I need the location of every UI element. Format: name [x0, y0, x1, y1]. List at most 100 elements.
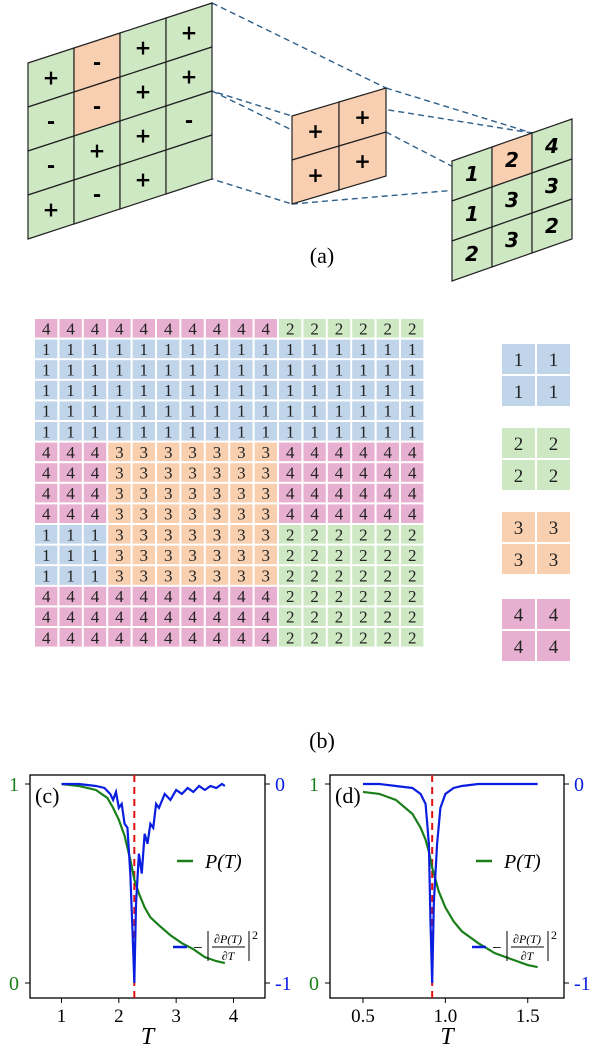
grid-cell-value: 2: [359, 608, 368, 627]
grid-cell-value: 3: [140, 443, 149, 462]
grid-cell: [254, 586, 277, 606]
grid-cell-value: 1: [213, 340, 222, 359]
grid-cell: [303, 422, 326, 441]
grid-cell: [303, 401, 326, 420]
grid-cell-value: 2: [384, 546, 393, 565]
grid-cell: [376, 319, 399, 338]
grid-cell: [401, 401, 424, 420]
output-value-value: 3: [545, 174, 559, 198]
grid-cell-value: 2: [384, 319, 393, 338]
grid-cell-value: 1: [335, 361, 344, 380]
grid-cell: [205, 319, 229, 338]
legend-block-value: 3: [514, 518, 524, 539]
grid-cell-value: 2: [359, 587, 368, 606]
grid-cell: [376, 545, 399, 565]
legend-block-value: 3: [514, 550, 524, 571]
grid-cell-value: 1: [66, 402, 75, 421]
grid-cell: [205, 401, 229, 420]
grid-cell-value: 1: [213, 381, 222, 400]
grid-cell: [327, 422, 351, 441]
grid-cell: [401, 607, 424, 626]
grid-cell: [401, 380, 424, 400]
formula-minus: −: [193, 938, 203, 957]
grid-cell-value: 4: [164, 319, 173, 338]
grid-cell: [108, 504, 131, 523]
grid-cell-value: 1: [213, 361, 222, 380]
grid-cell-value: 4: [42, 484, 51, 503]
grid-cell: [401, 525, 424, 544]
grid-cell: [59, 607, 82, 626]
grid-cell: [376, 422, 399, 441]
grid-cell: [35, 607, 58, 626]
grid-cell: [35, 422, 58, 441]
input-spin-value: +: [135, 124, 152, 148]
grid-cell: [254, 319, 277, 338]
grid-cell-value: 2: [310, 628, 319, 647]
legend-block-cell: [537, 599, 570, 629]
grid-cell: [352, 545, 375, 565]
grid-cell: [352, 525, 375, 544]
grid-cell: [83, 360, 107, 379]
grid-cell: [303, 566, 326, 585]
grid-cell: [181, 380, 204, 400]
panel-label: (d): [335, 783, 361, 808]
grid-cell: [230, 422, 253, 441]
x-tick-label: 0.5: [351, 1006, 375, 1027]
grid-cell-value: 1: [213, 422, 222, 441]
grid-cell-value: 3: [213, 525, 222, 544]
input-spin-value: +: [89, 139, 106, 163]
grid-cell: [205, 442, 229, 462]
grid-cell: [279, 463, 302, 482]
grid-cell: [132, 483, 155, 503]
grid-cell-value: 1: [384, 340, 393, 359]
grid-cell: [35, 319, 58, 338]
grid-cell-value: 4: [237, 319, 246, 338]
grid-cell-value: 4: [66, 464, 75, 483]
grid-cell: [279, 566, 302, 585]
grid-cell: [327, 504, 351, 523]
grid-cell-value: 4: [408, 464, 417, 483]
grid-cell-value: 2: [408, 546, 417, 565]
grid-cell-value: 3: [188, 464, 197, 483]
input-spin-cell: [165, 134, 213, 195]
grid-cell-value: 3: [115, 443, 124, 462]
grid-cell: [108, 483, 131, 503]
grid-cell: [83, 525, 107, 544]
legend-block-cell: [502, 428, 535, 458]
grid-cell-value: 4: [335, 464, 344, 483]
output-value-cell: [531, 198, 573, 254]
grid-cell: [59, 483, 82, 503]
grid-cell-value: 3: [237, 525, 246, 544]
x-tick-label: 1.5: [516, 1006, 540, 1027]
grid-cell: [108, 463, 131, 482]
legend-block-value: 1: [514, 350, 524, 371]
grid-cell-value: 4: [286, 443, 295, 462]
grid-cell: [401, 566, 424, 585]
grid-cell: [35, 545, 58, 565]
left-tick-label: 0: [9, 973, 19, 995]
grid-cell-value: 3: [213, 505, 222, 524]
grid-cell: [327, 545, 351, 565]
grid-cell-value: 3: [213, 546, 222, 565]
input-spin-value: +: [181, 65, 198, 89]
grid-cell-value: 4: [164, 608, 173, 627]
grid-cell: [205, 607, 229, 626]
grid-cell: [352, 504, 375, 523]
grid-cell-value: 1: [286, 381, 295, 400]
grid-cell-value: 1: [188, 422, 197, 441]
input-spin-value: -: [93, 51, 101, 75]
grid-cell-value: 4: [237, 587, 246, 606]
grid-cell: [83, 442, 107, 462]
grid-cell: [205, 525, 229, 544]
grid-cell: [35, 525, 58, 544]
grid-cell-value: 1: [335, 340, 344, 359]
grid-cell-value: 3: [188, 443, 197, 462]
grid-cell: [181, 545, 204, 565]
grid-cell-value: 1: [384, 422, 393, 441]
grid-cell: [157, 442, 180, 462]
grid-cell-value: 4: [140, 587, 149, 606]
legend-block-cell: [537, 376, 570, 406]
grid-cell-value: 1: [164, 381, 173, 400]
input-spin-value: +: [135, 36, 152, 60]
grid-cell-value: 4: [91, 464, 100, 483]
